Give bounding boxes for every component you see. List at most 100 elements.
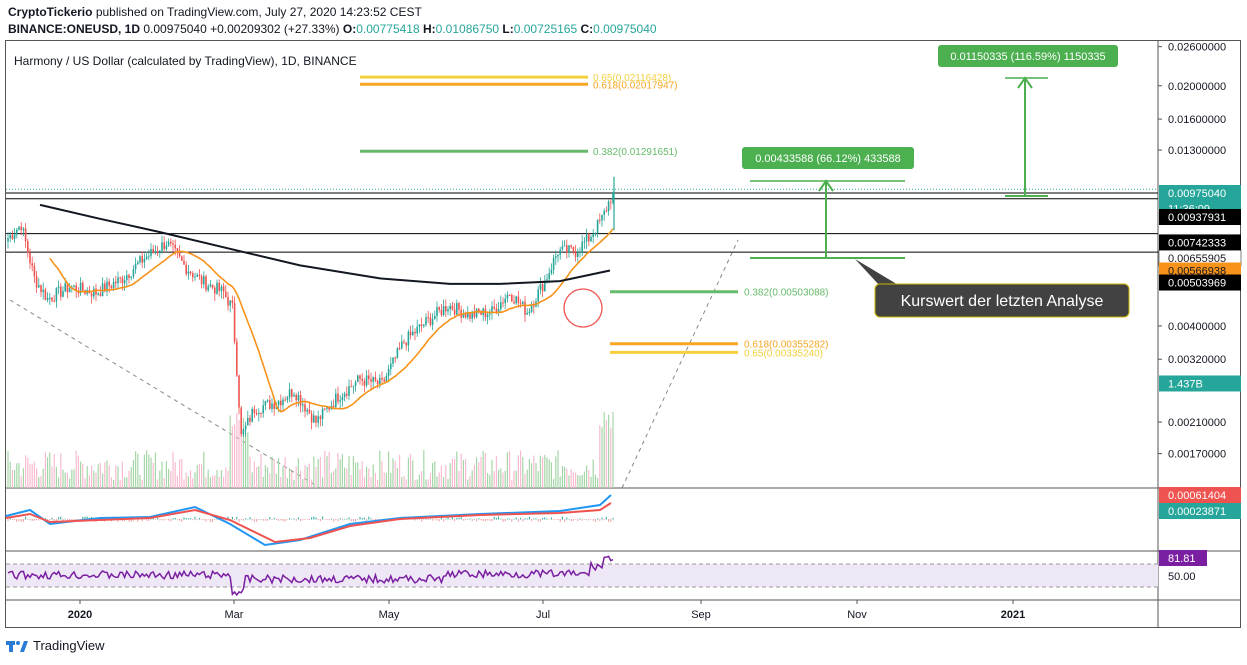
candle-body xyxy=(183,260,185,265)
macd-histogram-bar xyxy=(181,519,183,522)
candle-body xyxy=(319,416,322,420)
volume-bar xyxy=(42,468,44,488)
volume-bar xyxy=(247,432,249,488)
macd-histogram-bar xyxy=(414,519,416,521)
candle-body xyxy=(354,381,357,386)
publisher-name[interactable]: CryptoTickerio xyxy=(8,5,93,19)
symbol-label[interactable]: BINANCE:ONEUSD, 1D xyxy=(8,22,141,36)
candle-body xyxy=(528,311,531,313)
volume-bar xyxy=(575,472,577,488)
volume-bar xyxy=(344,467,346,488)
macd-histogram-bar xyxy=(438,519,440,522)
volume-bar xyxy=(194,472,196,488)
macd-histogram-bar xyxy=(16,519,18,522)
y-tick-label: 0.00210000 xyxy=(1168,417,1226,429)
macd-histogram-bar xyxy=(511,519,513,522)
volume-bar xyxy=(330,473,332,488)
volume-bar xyxy=(275,473,277,488)
volume-bar xyxy=(524,473,526,488)
price-label-box xyxy=(1159,274,1241,291)
candle-body xyxy=(286,397,289,400)
macd-histogram-bar xyxy=(590,519,592,520)
candle-body xyxy=(381,377,383,380)
candle-body xyxy=(447,309,449,312)
candle-body xyxy=(112,281,115,288)
candle-body xyxy=(27,241,29,253)
candle-body xyxy=(500,302,502,310)
volume-bar xyxy=(148,454,150,488)
macd-histogram-bar xyxy=(610,519,612,522)
volume-bar xyxy=(383,472,385,488)
volume-bar xyxy=(161,461,163,488)
measure-label-small: 0.00433588 (66.12%) 433588 xyxy=(755,153,901,165)
chart-frame[interactable] xyxy=(5,40,1241,628)
macd-histogram-bar xyxy=(594,519,596,522)
macd-histogram-bar xyxy=(262,519,264,521)
macd-histogram-bar xyxy=(157,517,159,520)
macd-histogram-bar xyxy=(605,516,607,520)
volume-bar xyxy=(159,470,161,488)
macd-histogram-bar xyxy=(154,519,156,520)
candle-body xyxy=(291,389,293,397)
candle-body xyxy=(35,276,38,288)
volume-bar xyxy=(366,466,368,488)
volume-bar xyxy=(9,461,11,488)
macd-histogram-bar xyxy=(368,516,370,520)
volume-bar xyxy=(313,456,315,488)
macd-histogram-bar xyxy=(231,516,233,520)
candle-body xyxy=(273,403,275,409)
candle-body xyxy=(196,274,198,277)
macd-histogram-bar xyxy=(586,518,588,520)
candle-body xyxy=(119,277,121,279)
volume-bar xyxy=(456,451,458,488)
volume-bar xyxy=(385,472,387,488)
macd-histogram-bar xyxy=(205,519,207,522)
footer: TradingView xyxy=(6,638,105,653)
candle-body xyxy=(9,235,11,239)
macd-histogram-bar xyxy=(601,517,603,520)
candle-body xyxy=(75,285,77,292)
macd-histogram-bar xyxy=(557,519,559,521)
volume-bar xyxy=(528,458,530,488)
candle-body xyxy=(321,408,324,420)
candle-body xyxy=(262,405,264,414)
candle-body xyxy=(579,251,581,253)
candle-body xyxy=(544,280,546,292)
macd-histogram-bar xyxy=(603,519,605,521)
volume-bar xyxy=(146,450,148,488)
candle-body xyxy=(519,302,522,304)
volume-bar xyxy=(361,461,363,488)
volume-bar xyxy=(590,476,592,488)
macd-histogram-bar xyxy=(240,519,242,520)
footer-brand[interactable]: TradingView xyxy=(33,638,105,653)
macd-histogram-bar xyxy=(165,519,167,520)
macd-histogram-bar xyxy=(553,519,555,520)
candle-body xyxy=(238,375,240,408)
candle-body xyxy=(130,276,132,278)
volume-bar xyxy=(71,469,73,488)
candle-body xyxy=(570,245,572,248)
volume-bar xyxy=(174,462,176,488)
volume-bar xyxy=(86,466,88,488)
macd-histogram-bar xyxy=(130,519,132,522)
candle-body xyxy=(599,219,601,221)
volume-bar xyxy=(75,450,77,488)
candle-body xyxy=(370,379,372,382)
macd-histogram-bar xyxy=(517,519,519,522)
candle-body xyxy=(390,363,392,369)
volume-bar xyxy=(509,451,511,488)
macd-histogram-bar xyxy=(66,519,68,522)
candle-body xyxy=(203,276,205,285)
price-label-text: 1.437B xyxy=(1168,378,1203,390)
volume-bar xyxy=(271,456,273,488)
macd-histogram-bar xyxy=(449,519,451,520)
candle-body xyxy=(359,375,361,379)
volume-bar xyxy=(559,476,561,488)
macd-histogram-bar xyxy=(458,517,460,520)
volume-bar xyxy=(124,477,126,488)
volume-bar xyxy=(66,472,68,488)
volume-bar xyxy=(22,468,24,488)
macd-histogram-bar xyxy=(192,519,194,521)
macd-histogram-bar xyxy=(346,518,348,520)
